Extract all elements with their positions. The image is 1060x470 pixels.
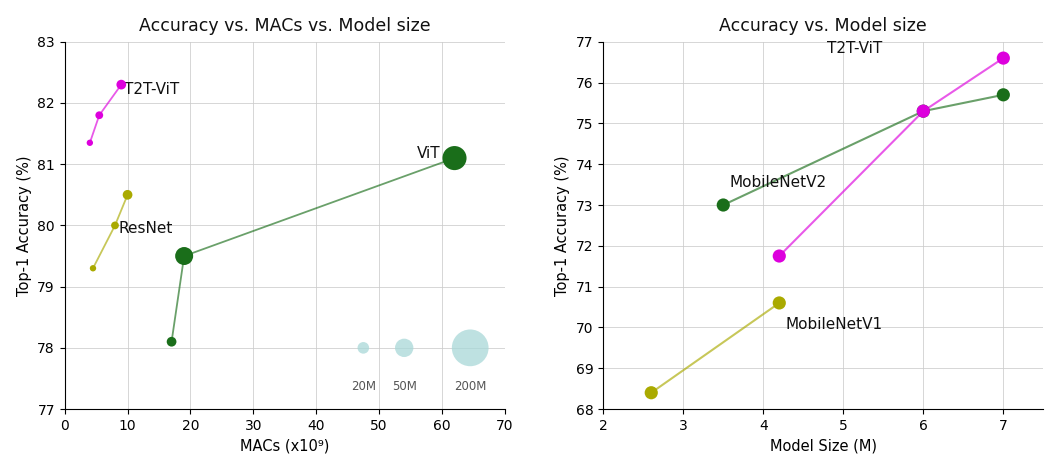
- Point: [462, 344, 479, 352]
- Point: [446, 154, 463, 162]
- Text: T2T-ViT: T2T-ViT: [124, 82, 179, 97]
- Text: MobileNetV2: MobileNetV2: [729, 175, 827, 190]
- Point: [91, 111, 108, 119]
- Point: [642, 389, 659, 397]
- Point: [995, 55, 1012, 62]
- Point: [119, 191, 136, 198]
- X-axis label: MACs (x10⁹): MACs (x10⁹): [240, 439, 330, 454]
- Text: 50M: 50M: [392, 380, 417, 392]
- Point: [714, 201, 731, 209]
- Point: [106, 222, 123, 229]
- Point: [163, 338, 180, 345]
- Point: [771, 252, 788, 260]
- Text: T2T-ViT: T2T-ViT: [827, 41, 883, 56]
- Point: [82, 139, 99, 147]
- X-axis label: Model Size (M): Model Size (M): [770, 439, 877, 454]
- Text: MobileNetV1: MobileNetV1: [785, 317, 883, 332]
- Text: ViT: ViT: [417, 146, 440, 161]
- Point: [995, 91, 1012, 99]
- Text: 20M: 20M: [351, 380, 376, 392]
- Text: ResNet: ResNet: [118, 221, 173, 236]
- Point: [771, 299, 788, 307]
- Point: [915, 107, 932, 115]
- Point: [355, 344, 372, 352]
- Point: [112, 81, 129, 88]
- Point: [915, 107, 932, 115]
- Title: Accuracy vs. Model size: Accuracy vs. Model size: [720, 16, 928, 35]
- Point: [85, 265, 102, 272]
- Y-axis label: Top-1 Accuracy (%): Top-1 Accuracy (%): [555, 155, 570, 296]
- Point: [395, 344, 412, 352]
- Point: [176, 252, 193, 260]
- Y-axis label: Top-1 Accuracy (%): Top-1 Accuracy (%): [17, 155, 32, 296]
- Text: 200M: 200M: [454, 380, 487, 392]
- Title: Accuracy vs. MACs vs. Model size: Accuracy vs. MACs vs. Model size: [139, 16, 430, 35]
